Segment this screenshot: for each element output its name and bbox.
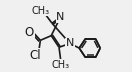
Text: N: N xyxy=(66,38,74,48)
Text: Cl: Cl xyxy=(29,49,41,62)
Text: CH₃: CH₃ xyxy=(51,60,70,70)
Text: O: O xyxy=(25,26,34,39)
Text: CH₃: CH₃ xyxy=(31,6,49,16)
Text: N: N xyxy=(56,12,65,22)
